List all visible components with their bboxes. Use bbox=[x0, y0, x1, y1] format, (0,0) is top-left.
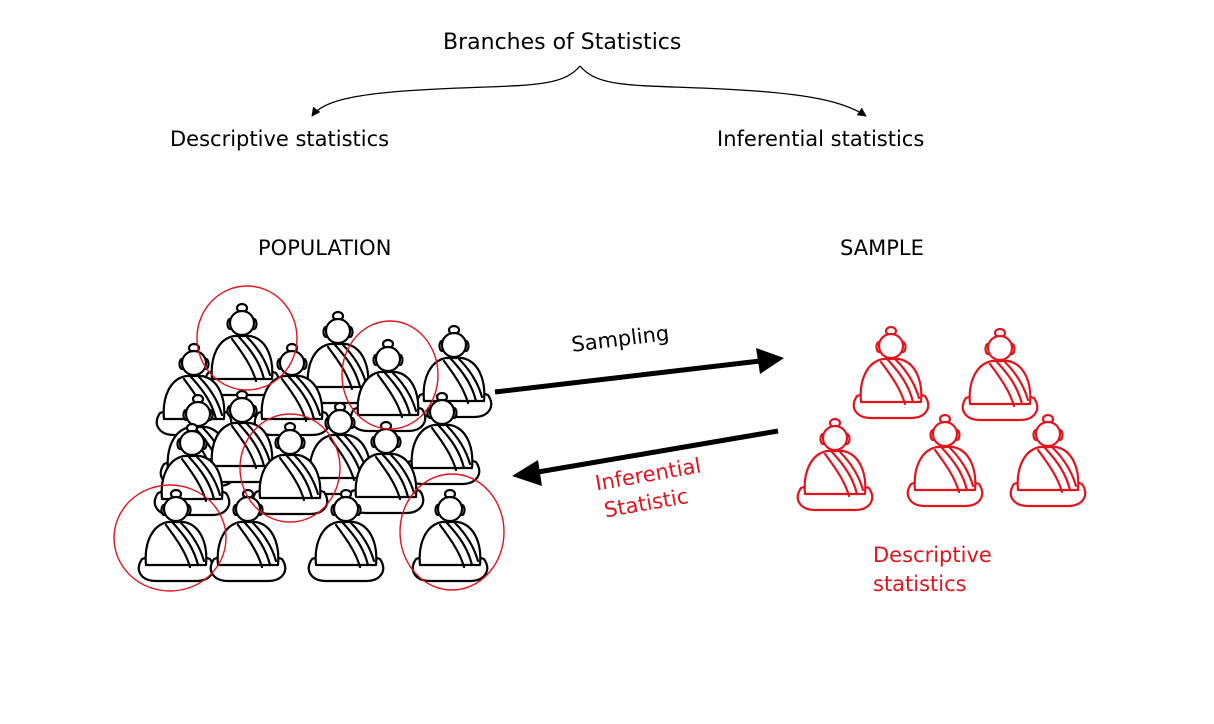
selection-circle bbox=[113, 484, 227, 592]
population-figure bbox=[203, 302, 281, 397]
diagram-title: Branches of Statistics bbox=[443, 30, 682, 55]
population-figure bbox=[253, 342, 331, 437]
sampling-arrow bbox=[494, 348, 784, 395]
branch-arrow-right bbox=[579, 65, 867, 117]
selection-circle bbox=[399, 473, 505, 591]
branch-arrow-left bbox=[311, 65, 581, 117]
sample-descriptive-line2: statistics bbox=[873, 572, 967, 596]
population-figure bbox=[347, 420, 425, 515]
population-figure bbox=[137, 488, 215, 583]
branch-inferential-label: Inferential statistics bbox=[717, 127, 925, 151]
sample-figure bbox=[796, 417, 874, 512]
sample-group bbox=[796, 325, 1087, 512]
population-figure bbox=[307, 488, 385, 583]
sample-descriptive-label: Descriptive statistics bbox=[873, 541, 992, 599]
selection-circle bbox=[196, 285, 298, 391]
population-figure bbox=[209, 488, 287, 583]
selection-circle bbox=[341, 320, 439, 430]
population-figure bbox=[403, 391, 481, 486]
sample-label: SAMPLE bbox=[840, 236, 924, 260]
population-figure bbox=[299, 310, 377, 405]
population-selection-circles bbox=[113, 285, 505, 592]
sample-figure bbox=[961, 327, 1039, 422]
selection-circle bbox=[239, 413, 341, 523]
sample-figure bbox=[852, 325, 930, 420]
population-figure bbox=[411, 488, 489, 583]
population-label: POPULATION bbox=[258, 236, 392, 260]
sample-descriptive-line1: Descriptive bbox=[873, 543, 992, 567]
inference-arrow bbox=[512, 428, 779, 486]
population-figure bbox=[415, 324, 493, 419]
sample-figure bbox=[906, 413, 984, 508]
branch-descriptive-label: Descriptive statistics bbox=[170, 127, 390, 151]
population-crowd bbox=[137, 302, 493, 583]
sample-figure bbox=[1009, 413, 1087, 508]
